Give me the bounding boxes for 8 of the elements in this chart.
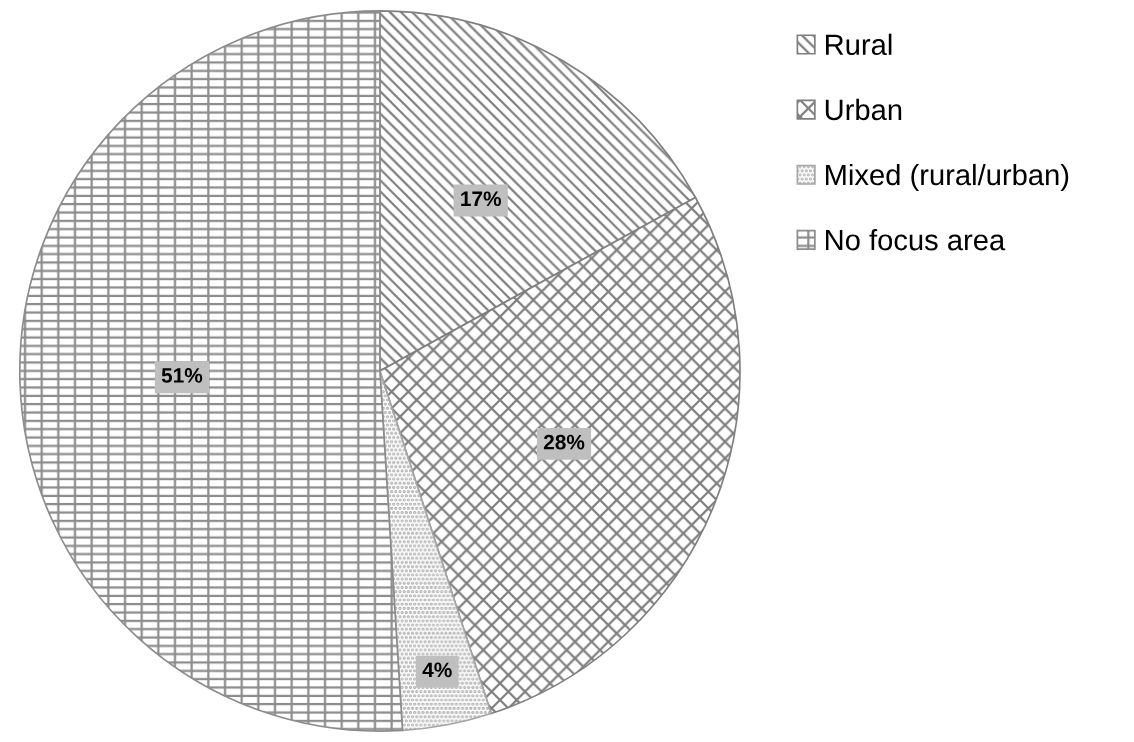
data-label: 17%: [461, 191, 502, 207]
legend-label: No focus area: [826, 229, 1006, 251]
legend-label: Rural: [826, 33, 892, 56]
data-label: 28%: [543, 434, 585, 450]
data-label: 4%: [422, 662, 452, 678]
legend-label: Mixed (rural/urban): [826, 163, 1069, 192]
legend-label: Urban: [825, 98, 902, 121]
data-label: 51%: [161, 368, 203, 383]
